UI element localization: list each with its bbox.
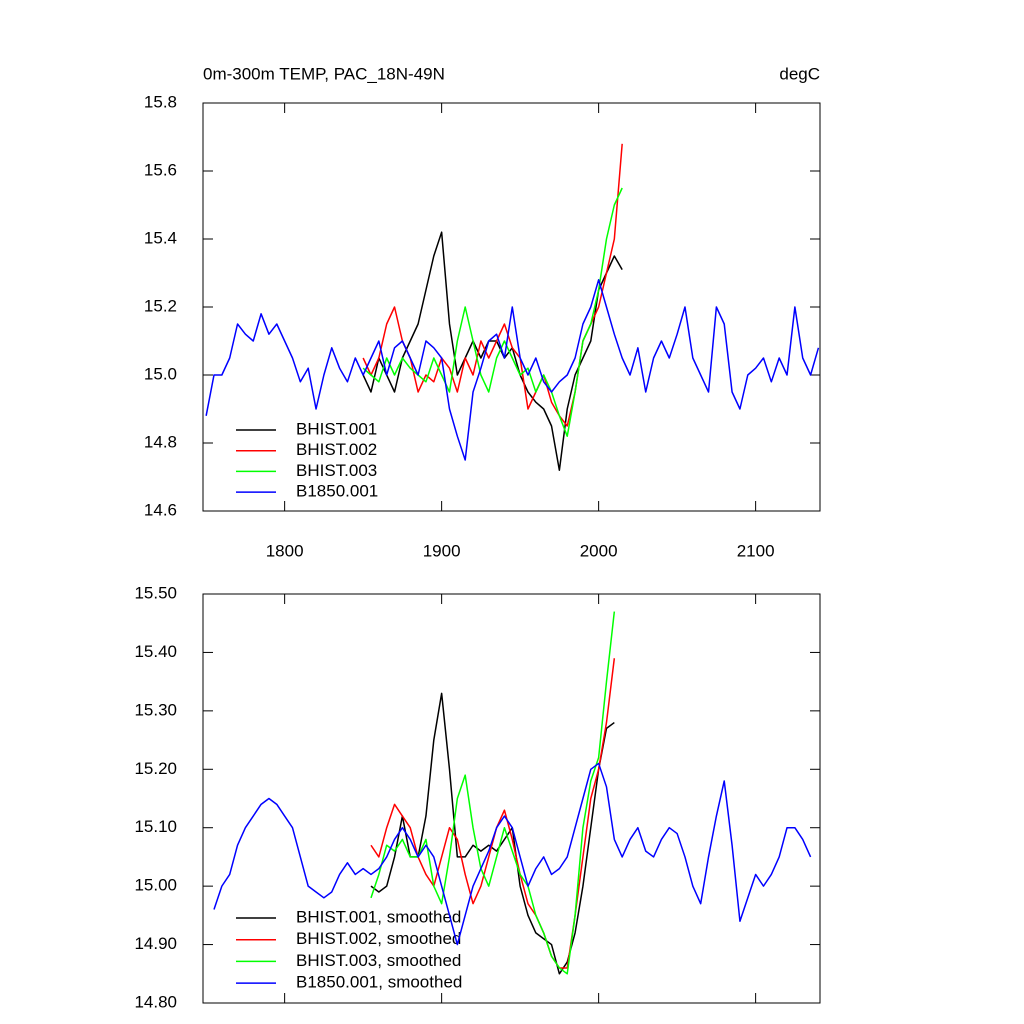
y-tick-label: 15.10 [134, 817, 177, 836]
series-line [213, 762, 812, 946]
x-tick-label: 2100 [737, 541, 775, 560]
y-tick-label: 14.90 [134, 934, 177, 953]
legend-label: BHIST.001 [296, 419, 377, 438]
legend-label: B1850.001 [296, 482, 378, 501]
x-tick-label: 1800 [266, 541, 304, 560]
y-tick-label: 14.8 [144, 432, 177, 451]
series-line [362, 187, 623, 437]
x-tick-label: 1900 [423, 541, 461, 560]
series-line [362, 143, 623, 427]
legend-label: BHIST.002, smoothed [296, 929, 461, 948]
x-tick-label: 2000 [580, 541, 618, 560]
series-line [205, 279, 820, 461]
plot-frame [202, 593, 821, 1004]
y-tick-label: 15.8 [144, 92, 177, 111]
legend-label: B1850.001, smoothed [296, 973, 462, 992]
y-tick-label: 14.80 [134, 992, 177, 1011]
legend-label: BHIST.003, smoothed [296, 951, 461, 970]
units-label: degC [779, 64, 820, 83]
legend-label: BHIST.001, smoothed [296, 907, 461, 926]
y-tick-label: 15.30 [134, 700, 177, 719]
chart-title: 0m-300m TEMP, PAC_18N-49N [203, 64, 445, 83]
y-tick-label: 15.6 [144, 160, 177, 179]
y-tick-label: 15.00 [134, 876, 177, 895]
series-line [370, 611, 616, 975]
y-tick-label: 15.50 [134, 583, 177, 602]
y-tick-label: 15.0 [144, 364, 177, 383]
y-tick-label: 15.2 [144, 296, 177, 315]
legend-label: BHIST.002 [296, 440, 377, 459]
y-tick-label: 15.4 [144, 228, 177, 247]
legend-label: BHIST.003 [296, 461, 377, 480]
y-tick-label: 15.20 [134, 759, 177, 778]
y-tick-label: 15.40 [134, 642, 177, 661]
y-tick-label: 14.6 [144, 500, 177, 519]
